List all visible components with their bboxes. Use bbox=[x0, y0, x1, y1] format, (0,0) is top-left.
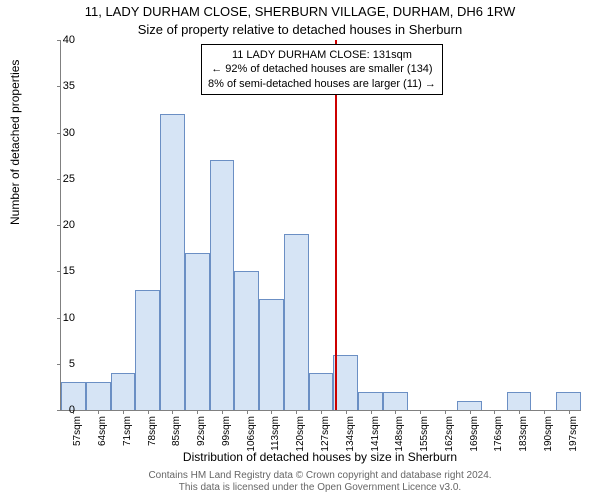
xtick-mark bbox=[420, 410, 421, 414]
xtick-mark bbox=[494, 410, 495, 414]
xtick-mark bbox=[197, 410, 198, 414]
ytick-label: 25 bbox=[63, 173, 75, 185]
xtick-label: 169sqm bbox=[469, 416, 480, 456]
xtick-label: 78sqm bbox=[147, 416, 158, 456]
xtick-label: 85sqm bbox=[171, 416, 182, 456]
ytick-label: 35 bbox=[63, 80, 75, 92]
xtick-label: 99sqm bbox=[221, 416, 232, 456]
ytick-mark bbox=[57, 133, 61, 134]
xtick-mark bbox=[395, 410, 396, 414]
ytick-mark bbox=[57, 410, 61, 411]
xtick-mark bbox=[470, 410, 471, 414]
histogram-bar bbox=[185, 253, 210, 410]
ytick-mark bbox=[57, 225, 61, 226]
xtick-mark bbox=[98, 410, 99, 414]
ytick-label: 5 bbox=[69, 358, 75, 370]
info-box: 11 LADY DURHAM CLOSE: 131sqm← 92% of det… bbox=[201, 44, 443, 95]
xtick-label: 71sqm bbox=[122, 416, 133, 456]
xtick-mark bbox=[371, 410, 372, 414]
xtick-label: 183sqm bbox=[518, 416, 529, 456]
xtick-label: 141sqm bbox=[370, 416, 381, 456]
chart-title-sub: Size of property relative to detached ho… bbox=[0, 22, 600, 37]
xtick-mark bbox=[271, 410, 272, 414]
xtick-label: 197sqm bbox=[568, 416, 579, 456]
ytick-mark bbox=[57, 86, 61, 87]
y-axis-label: Number of detached properties bbox=[8, 60, 22, 225]
ytick-mark bbox=[57, 271, 61, 272]
info-line2: ← 92% of detached houses are smaller (13… bbox=[208, 62, 436, 76]
xtick-label: 190sqm bbox=[543, 416, 554, 456]
ytick-mark bbox=[57, 179, 61, 180]
xtick-label: 113sqm bbox=[270, 416, 281, 456]
xtick-mark bbox=[321, 410, 322, 414]
histogram-bar bbox=[507, 392, 532, 411]
plot-region: 11 LADY DURHAM CLOSE: 131sqm← 92% of det… bbox=[60, 40, 581, 411]
xtick-mark bbox=[222, 410, 223, 414]
histogram-bar bbox=[259, 299, 284, 410]
footer-attribution: Contains HM Land Registry data © Crown c… bbox=[60, 470, 580, 494]
chart-container: 11, LADY DURHAM CLOSE, SHERBURN VILLAGE,… bbox=[0, 0, 600, 500]
histogram-bar bbox=[160, 114, 185, 410]
histogram-bar bbox=[284, 234, 309, 410]
xtick-mark bbox=[296, 410, 297, 414]
histogram-bar bbox=[457, 401, 482, 410]
ytick-label: 30 bbox=[63, 127, 75, 139]
ytick-mark bbox=[57, 318, 61, 319]
xtick-label: 134sqm bbox=[345, 416, 356, 456]
marker-line bbox=[335, 40, 337, 410]
histogram-bar bbox=[309, 373, 334, 410]
xtick-mark bbox=[247, 410, 248, 414]
footer-line1: Contains HM Land Registry data © Crown c… bbox=[148, 470, 491, 481]
xtick-label: 148sqm bbox=[394, 416, 405, 456]
xtick-label: 176sqm bbox=[493, 416, 504, 456]
chart-area: 11 LADY DURHAM CLOSE: 131sqm← 92% of det… bbox=[60, 40, 580, 410]
histogram-bar bbox=[556, 392, 581, 411]
chart-title-main: 11, LADY DURHAM CLOSE, SHERBURN VILLAGE,… bbox=[0, 4, 600, 19]
ytick-label: 10 bbox=[63, 312, 75, 324]
xtick-mark bbox=[569, 410, 570, 414]
ytick-mark bbox=[57, 364, 61, 365]
histogram-bar bbox=[234, 271, 259, 410]
xtick-label: 64sqm bbox=[97, 416, 108, 456]
xtick-label: 162sqm bbox=[444, 416, 455, 456]
histogram-bar bbox=[383, 392, 408, 411]
histogram-bar bbox=[210, 160, 235, 410]
xtick-label: 127sqm bbox=[320, 416, 331, 456]
xtick-label: 120sqm bbox=[295, 416, 306, 456]
xtick-mark bbox=[519, 410, 520, 414]
ytick-label: 15 bbox=[63, 265, 75, 277]
histogram-bar bbox=[135, 290, 160, 410]
xtick-mark bbox=[544, 410, 545, 414]
xtick-label: 92sqm bbox=[196, 416, 207, 456]
xtick-mark bbox=[172, 410, 173, 414]
xtick-mark bbox=[148, 410, 149, 414]
histogram-bar bbox=[111, 373, 136, 410]
xtick-mark bbox=[445, 410, 446, 414]
info-line1: 11 LADY DURHAM CLOSE: 131sqm bbox=[208, 48, 436, 62]
xtick-mark bbox=[123, 410, 124, 414]
ytick-label: 40 bbox=[63, 34, 75, 46]
xtick-label: 57sqm bbox=[72, 416, 83, 456]
ytick-mark bbox=[57, 40, 61, 41]
xtick-label: 106sqm bbox=[246, 416, 257, 456]
ytick-label: 0 bbox=[69, 404, 75, 416]
ytick-label: 20 bbox=[63, 219, 75, 231]
info-line3: 8% of semi-detached houses are larger (1… bbox=[208, 77, 436, 91]
histogram-bar bbox=[358, 392, 383, 411]
footer-line2: This data is licensed under the Open Gov… bbox=[179, 482, 461, 493]
histogram-bar bbox=[86, 382, 111, 410]
xtick-label: 155sqm bbox=[419, 416, 430, 456]
xtick-mark bbox=[346, 410, 347, 414]
